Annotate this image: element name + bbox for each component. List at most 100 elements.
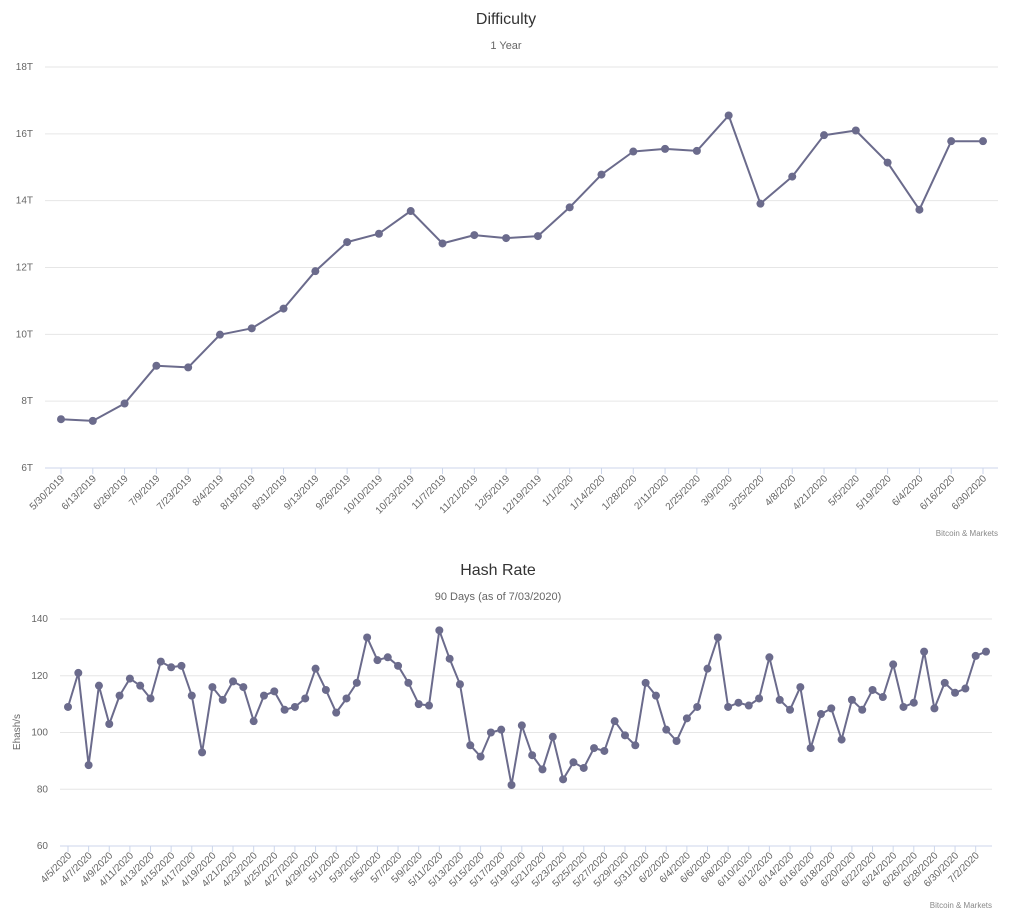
hashrate-data-point[interactable] bbox=[301, 694, 310, 703]
hashrate-data-point[interactable] bbox=[775, 695, 784, 704]
difficulty-data-point[interactable] bbox=[788, 172, 797, 181]
difficulty-data-point[interactable] bbox=[661, 144, 670, 153]
hashrate-data-point[interactable] bbox=[961, 684, 970, 693]
hashrate-data-point[interactable] bbox=[249, 717, 258, 726]
hashrate-credit[interactable]: Bitcoin & Markets bbox=[930, 901, 992, 910]
hashrate-data-point[interactable] bbox=[373, 656, 382, 665]
hashrate-data-point[interactable] bbox=[528, 751, 537, 760]
hashrate-data-point[interactable] bbox=[610, 717, 619, 726]
hashrate-data-point[interactable] bbox=[951, 688, 960, 697]
hashrate-data-point[interactable] bbox=[909, 698, 918, 707]
difficulty-data-point[interactable] bbox=[756, 199, 765, 208]
difficulty-data-point[interactable] bbox=[152, 361, 161, 370]
hashrate-data-point[interactable] bbox=[765, 653, 774, 662]
hashrate-data-point[interactable] bbox=[682, 714, 691, 723]
hashrate-data-point[interactable] bbox=[816, 710, 825, 719]
hashrate-data-point[interactable] bbox=[940, 678, 949, 687]
hashrate-data-point[interactable] bbox=[146, 694, 155, 703]
hashrate-data-point[interactable] bbox=[404, 678, 413, 687]
hashrate-data-point[interactable] bbox=[548, 732, 557, 741]
difficulty-data-point[interactable] bbox=[343, 238, 352, 247]
hashrate-data-point[interactable] bbox=[899, 702, 908, 711]
hashrate-data-point[interactable] bbox=[569, 758, 578, 767]
hashrate-data-point[interactable] bbox=[74, 668, 83, 677]
difficulty-data-point[interactable] bbox=[406, 207, 415, 216]
hashrate-data-point[interactable] bbox=[930, 704, 939, 713]
hashrate-data-point[interactable] bbox=[218, 695, 227, 704]
hashrate-data-point[interactable] bbox=[208, 683, 217, 692]
hashrate-data-point[interactable] bbox=[693, 702, 702, 711]
difficulty-data-point[interactable] bbox=[820, 131, 829, 140]
hashrate-data-point[interactable] bbox=[198, 748, 207, 757]
difficulty-data-point[interactable] bbox=[883, 158, 892, 167]
hashrate-data-point[interactable] bbox=[920, 647, 929, 656]
hashrate-data-point[interactable] bbox=[559, 775, 568, 784]
hashrate-data-point[interactable] bbox=[280, 705, 289, 714]
hashrate-data-point[interactable] bbox=[311, 664, 320, 673]
difficulty-data-point[interactable] bbox=[470, 231, 479, 240]
difficulty-data-point[interactable] bbox=[629, 147, 638, 156]
hashrate-data-point[interactable] bbox=[64, 702, 72, 711]
difficulty-data-point[interactable] bbox=[502, 234, 511, 243]
hashrate-data-point[interactable] bbox=[352, 678, 361, 687]
hashrate-data-point[interactable] bbox=[507, 780, 516, 789]
hashrate-data-point[interactable] bbox=[651, 691, 660, 700]
hashrate-data-point[interactable] bbox=[476, 752, 485, 761]
hashrate-data-point[interactable] bbox=[889, 660, 898, 669]
difficulty-data-point[interactable] bbox=[533, 232, 542, 241]
hashrate-data-point[interactable] bbox=[579, 763, 588, 772]
hashrate-data-point[interactable] bbox=[878, 693, 887, 702]
difficulty-data-point[interactable] bbox=[247, 324, 256, 333]
hashrate-data-point[interactable] bbox=[167, 663, 176, 672]
difficulty-data-point[interactable] bbox=[88, 416, 97, 425]
hashrate-data-point[interactable] bbox=[187, 691, 196, 700]
hashrate-data-point[interactable] bbox=[156, 657, 165, 666]
hashrate-data-point[interactable] bbox=[641, 678, 650, 687]
difficulty-data-point[interactable] bbox=[724, 111, 733, 120]
hashrate-data-point[interactable] bbox=[259, 691, 268, 700]
hashrate-data-point[interactable] bbox=[847, 695, 856, 704]
difficulty-data-point[interactable] bbox=[374, 229, 383, 238]
hashrate-data-point[interactable] bbox=[394, 661, 403, 670]
hashrate-data-point[interactable] bbox=[600, 746, 609, 755]
hashrate-data-point[interactable] bbox=[734, 698, 743, 707]
hashrate-data-point[interactable] bbox=[982, 647, 990, 656]
hashrate-data-point[interactable] bbox=[363, 633, 372, 642]
hashrate-data-point[interactable] bbox=[332, 708, 341, 717]
hashrate-data-point[interactable] bbox=[744, 701, 753, 710]
difficulty-data-point[interactable] bbox=[915, 205, 924, 214]
hashrate-data-point[interactable] bbox=[517, 721, 526, 730]
hashrate-data-point[interactable] bbox=[321, 685, 330, 694]
hashrate-data-point[interactable] bbox=[858, 705, 867, 714]
hashrate-data-point[interactable] bbox=[125, 674, 134, 683]
hashrate-data-point[interactable] bbox=[724, 702, 733, 711]
hashrate-data-point[interactable] bbox=[703, 664, 712, 673]
hashrate-data-point[interactable] bbox=[590, 744, 599, 753]
hashrate-data-point[interactable] bbox=[538, 765, 547, 774]
hashrate-data-point[interactable] bbox=[105, 719, 114, 728]
difficulty-data-point[interactable] bbox=[438, 239, 447, 248]
hashrate-data-point[interactable] bbox=[290, 702, 299, 711]
hashrate-data-point[interactable] bbox=[84, 761, 93, 770]
hashrate-data-point[interactable] bbox=[177, 661, 186, 670]
hashrate-data-point[interactable] bbox=[486, 728, 495, 737]
hashrate-data-point[interactable] bbox=[445, 654, 454, 663]
hashrate-data-point[interactable] bbox=[497, 725, 506, 734]
difficulty-data-point[interactable] bbox=[311, 267, 320, 276]
hashrate-data-point[interactable] bbox=[827, 704, 836, 713]
hashrate-data-point[interactable] bbox=[672, 737, 681, 746]
hashrate-data-point[interactable] bbox=[94, 681, 103, 690]
difficulty-data-point[interactable] bbox=[979, 137, 987, 146]
difficulty-credit[interactable]: Bitcoin & Markets bbox=[936, 529, 998, 538]
hashrate-data-point[interactable] bbox=[837, 735, 846, 744]
hashrate-data-point[interactable] bbox=[425, 701, 434, 710]
hashrate-data-point[interactable] bbox=[239, 683, 248, 692]
difficulty-data-point[interactable] bbox=[279, 304, 288, 313]
hashrate-data-point[interactable] bbox=[435, 626, 444, 635]
hashrate-data-point[interactable] bbox=[136, 681, 145, 690]
hashrate-data-point[interactable] bbox=[755, 694, 764, 703]
hashrate-data-point[interactable] bbox=[806, 744, 815, 753]
hashrate-data-point[interactable] bbox=[455, 680, 464, 689]
difficulty-data-point[interactable] bbox=[692, 146, 701, 155]
hashrate-data-point[interactable] bbox=[466, 741, 475, 750]
